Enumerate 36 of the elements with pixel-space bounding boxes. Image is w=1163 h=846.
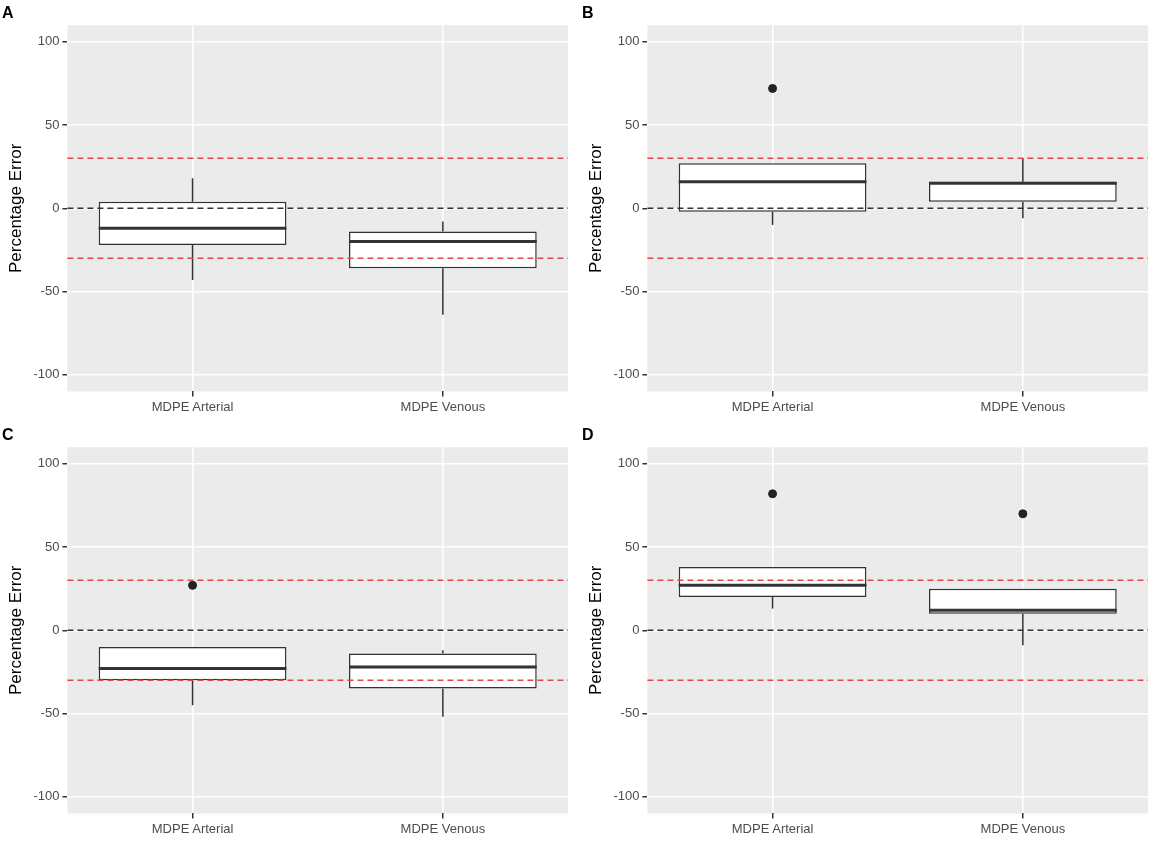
y-tick-label: -50 xyxy=(40,283,60,299)
x-tick-label: MDPE Arterial xyxy=(731,820,814,836)
y-tick-label: -50 xyxy=(40,705,60,721)
y-tick-label: -100 xyxy=(33,788,60,804)
y-axis-title: Percentage Error xyxy=(5,565,25,696)
x-tick-label: MDPE Venous xyxy=(400,398,486,414)
x-tick-label: MDPE Arterial xyxy=(731,398,814,414)
y-tick-label: -100 xyxy=(613,788,640,804)
y-tick-label: -50 xyxy=(620,705,640,721)
x-tick-label: MDPE Venous xyxy=(980,398,1066,414)
y-axis-title: Percentage Error xyxy=(5,143,25,274)
y-tick-label: -100 xyxy=(613,366,640,382)
y-tick-label: 50 xyxy=(44,116,60,132)
chart-title: A xyxy=(2,4,14,22)
chart-title: D xyxy=(582,426,594,444)
y-tick-label: -50 xyxy=(620,283,640,299)
y-tick-label: -100 xyxy=(33,366,60,382)
y-tick-label: 100 xyxy=(617,33,640,49)
y-tick-label: 100 xyxy=(617,455,640,471)
y-tick-label: 0 xyxy=(52,621,60,637)
y-tick-label: 50 xyxy=(44,538,60,554)
x-tick-label: MDPE Venous xyxy=(400,820,486,836)
x-tick-label: MDPE Venous xyxy=(980,820,1066,836)
chart-title: B xyxy=(582,4,594,22)
y-tick-label: 100 xyxy=(37,455,60,471)
chart-title: C xyxy=(2,426,14,444)
x-tick-label: MDPE Arterial xyxy=(151,820,234,836)
y-axis-title: Percentage Error xyxy=(585,565,605,696)
y-axis-title: Percentage Error xyxy=(585,143,605,274)
y-tick-label: 0 xyxy=(632,621,640,637)
y-tick-label: 0 xyxy=(632,199,640,215)
y-tick-label: 50 xyxy=(624,116,640,132)
y-tick-label: 100 xyxy=(37,33,60,49)
x-tick-label: MDPE Arterial xyxy=(151,398,234,414)
y-tick-label: 50 xyxy=(624,538,640,554)
y-tick-label: 0 xyxy=(52,199,60,215)
